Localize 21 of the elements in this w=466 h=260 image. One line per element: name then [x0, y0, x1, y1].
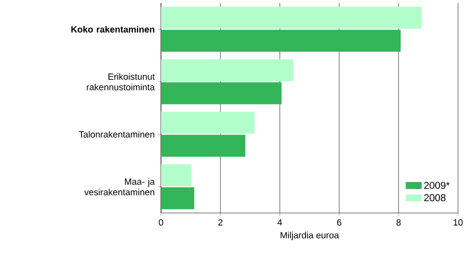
- bar: [161, 59, 294, 82]
- legend-label: 2009*: [424, 182, 450, 189]
- x-tick-label: 6: [337, 219, 342, 226]
- legend-label: 2008: [424, 194, 446, 202]
- x-tick-label: 0: [158, 219, 164, 226]
- bar: [161, 187, 194, 210]
- y-tick-label: Koko rakentaminen: [71, 26, 154, 33]
- x-tick-label: 8: [396, 219, 401, 226]
- x-tick-label: 2: [218, 219, 222, 226]
- bar: [161, 82, 282, 104]
- x-tick-label: 4: [278, 219, 282, 226]
- y-tick-label: Talonrakentaminen: [78, 130, 154, 138]
- x-tick-label: 10: [454, 219, 463, 226]
- bar: [161, 6, 422, 29]
- y-tick-label: Maa- ja vesirakentaminen: [84, 178, 155, 196]
- bar: [161, 134, 246, 157]
- x-axis-title: Miljardia euroa: [280, 232, 339, 240]
- bar: [161, 30, 401, 52]
- y-tick-label: Erikoistunut rakennustoiminta: [86, 73, 155, 90]
- bar: [161, 164, 192, 186]
- bar: [161, 112, 255, 134]
